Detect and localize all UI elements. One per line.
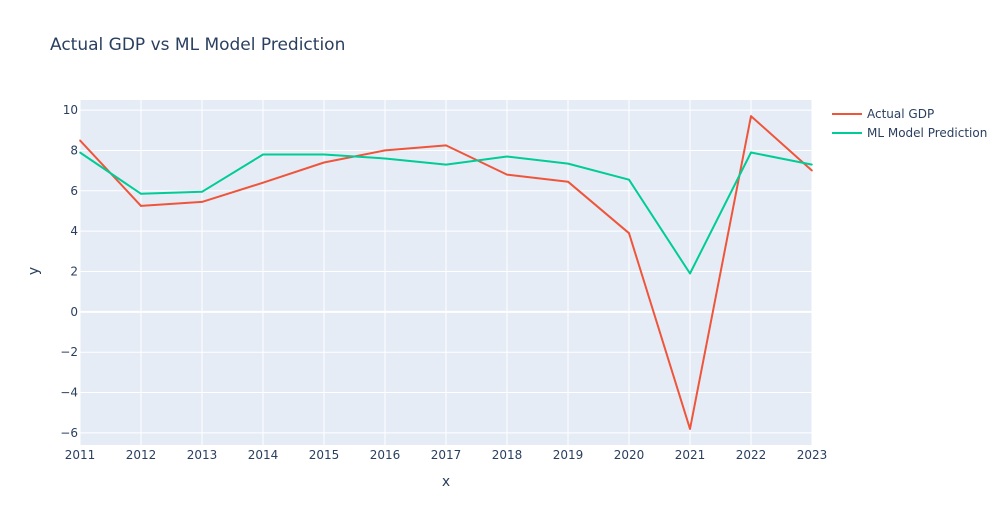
y-tick-label: 10 bbox=[63, 103, 78, 117]
data-point-actual-gdp bbox=[201, 201, 203, 203]
data-point-actual-gdp bbox=[384, 149, 386, 152]
data-point-ml-model-prediction bbox=[262, 153, 264, 156]
y-axis-label: y bbox=[26, 267, 42, 275]
data-point-ml-model-prediction bbox=[689, 272, 691, 275]
data-point-actual-gdp bbox=[750, 115, 752, 117]
data-point-ml-model-prediction bbox=[384, 157, 386, 160]
data-point-actual-gdp bbox=[323, 161, 325, 164]
data-point-ml-model-prediction bbox=[628, 178, 630, 181]
y-tick-label: −2 bbox=[60, 345, 78, 359]
y-tick-label: 4 bbox=[70, 224, 78, 238]
y-axis-ticks: −6 −4 −2 0 2 4 6 8 10 bbox=[60, 103, 78, 440]
series-lines bbox=[79, 115, 813, 430]
x-tick-label: 2015 bbox=[309, 448, 340, 462]
legend-item-actual-gdp[interactable]: Actual GDP bbox=[832, 107, 934, 121]
data-point-ml-model-prediction bbox=[445, 163, 447, 166]
x-tick-label: 2017 bbox=[431, 448, 462, 462]
data-point-actual-gdp bbox=[567, 180, 569, 183]
x-axis-ticks: 2011 2012 2013 2014 2015 2016 2017 2018 2019 2020… bbox=[65, 448, 828, 462]
data-point-actual-gdp bbox=[262, 181, 264, 184]
data-point-ml-model-prediction bbox=[506, 155, 508, 158]
data-point-actual-gdp bbox=[689, 428, 691, 430]
y-tick-label: −6 bbox=[60, 426, 78, 440]
y-tick-label: 0 bbox=[70, 305, 78, 319]
x-axis-label: x bbox=[442, 474, 450, 490]
data-point-ml-model-prediction bbox=[811, 163, 813, 166]
data-point-actual-gdp bbox=[445, 144, 447, 147]
data-point-actual-gdp bbox=[811, 169, 813, 172]
x-tick-label: 2019 bbox=[553, 448, 584, 462]
legend[interactable]: Actual GDP ML Model Prediction bbox=[832, 107, 987, 140]
data-point-actual-gdp bbox=[140, 205, 142, 207]
y-tick-label: 2 bbox=[70, 264, 78, 278]
grid bbox=[79, 100, 813, 445]
x-tick-label: 2012 bbox=[126, 448, 157, 462]
data-point-ml-model-prediction bbox=[201, 190, 203, 193]
data-point-actual-gdp bbox=[79, 139, 81, 142]
x-tick-label: 2013 bbox=[187, 448, 218, 462]
x-tick-label: 2018 bbox=[492, 448, 523, 462]
x-tick-label: 2016 bbox=[370, 448, 401, 462]
x-tick-label: 2021 bbox=[675, 448, 706, 462]
x-tick-label: 2020 bbox=[614, 448, 645, 462]
data-point-ml-model-prediction bbox=[750, 151, 752, 154]
y-tick-label: 8 bbox=[70, 143, 78, 157]
x-tick-label: 2022 bbox=[736, 448, 767, 462]
data-point-ml-model-prediction bbox=[79, 151, 81, 154]
legend-item-ml-model-prediction[interactable]: ML Model Prediction bbox=[832, 126, 987, 140]
x-tick-label: 2011 bbox=[65, 448, 96, 462]
data-point-ml-model-prediction bbox=[567, 162, 569, 165]
data-point-actual-gdp bbox=[628, 232, 630, 234]
data-point-ml-model-prediction bbox=[140, 193, 142, 195]
y-tick-label: 6 bbox=[70, 184, 78, 198]
x-tick-label: 2023 bbox=[797, 448, 828, 462]
legend-label: Actual GDP bbox=[867, 107, 934, 121]
x-tick-label: 2014 bbox=[248, 448, 279, 462]
chart-title: Actual GDP vs ML Model Prediction bbox=[50, 35, 345, 55]
data-point-ml-model-prediction bbox=[323, 153, 325, 156]
y-tick-label: −4 bbox=[60, 386, 78, 400]
legend-label: ML Model Prediction bbox=[867, 126, 987, 140]
data-point-actual-gdp bbox=[506, 173, 508, 176]
